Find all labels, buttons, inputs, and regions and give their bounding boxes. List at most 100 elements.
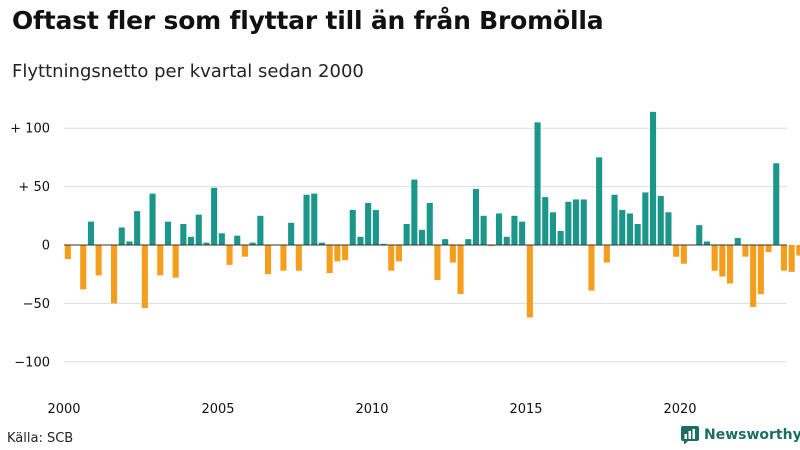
bar xyxy=(711,245,718,271)
bar xyxy=(611,194,618,245)
bar xyxy=(157,245,164,276)
bar xyxy=(326,245,333,274)
bar xyxy=(80,245,87,290)
bar xyxy=(126,241,133,245)
bar xyxy=(280,245,287,271)
x-tick-label: 2010 xyxy=(355,402,388,417)
bar xyxy=(696,225,703,245)
bar xyxy=(619,209,626,245)
y-axis-labels: + 100 + 50 0 −50 −100 xyxy=(10,122,50,371)
bar xyxy=(395,245,402,262)
bar xyxy=(665,212,672,245)
bar xyxy=(303,194,310,245)
bar xyxy=(195,214,202,245)
bar xyxy=(211,187,218,245)
bar xyxy=(118,227,125,245)
bar xyxy=(488,245,495,247)
bar xyxy=(64,245,71,260)
bar xyxy=(719,245,726,277)
bar xyxy=(411,179,418,245)
bar xyxy=(419,229,426,245)
bar xyxy=(365,202,372,245)
bar xyxy=(703,241,710,245)
bar xyxy=(257,215,264,245)
bar xyxy=(342,245,349,261)
bar xyxy=(265,245,272,275)
bar xyxy=(164,221,171,245)
brand-logo[interactable]: Newsworthy xyxy=(681,426,800,444)
bar xyxy=(349,209,356,245)
bar xyxy=(334,245,341,262)
bar xyxy=(134,211,141,245)
bar xyxy=(472,188,479,245)
bar xyxy=(511,215,518,245)
bar xyxy=(650,111,657,245)
bar xyxy=(542,197,549,245)
bar xyxy=(226,245,233,265)
bar xyxy=(642,192,649,245)
y-tick-label: −50 xyxy=(23,297,50,312)
x-tick-label: 2015 xyxy=(509,402,542,417)
bar xyxy=(241,245,248,257)
bar xyxy=(773,163,780,245)
bar xyxy=(149,193,156,245)
bar xyxy=(465,239,472,245)
y-tick-label: −100 xyxy=(14,355,50,370)
bar xyxy=(565,201,572,245)
bar xyxy=(780,245,787,271)
bar xyxy=(288,222,295,245)
bar xyxy=(87,221,94,245)
bar xyxy=(457,245,464,295)
chart-title: Oftast fler som flyttar till än från Bro… xyxy=(12,6,604,35)
bar xyxy=(426,202,433,245)
brand-name: Newsworthy xyxy=(704,427,800,443)
bar xyxy=(203,242,210,245)
bar xyxy=(788,245,795,272)
bar xyxy=(388,245,395,271)
bar xyxy=(442,239,449,245)
bar xyxy=(549,212,556,245)
y-tick-label: 0 xyxy=(42,239,50,254)
bar xyxy=(496,213,503,245)
bar xyxy=(311,193,318,245)
bar xyxy=(111,245,118,304)
bar xyxy=(588,245,595,291)
bar xyxy=(573,199,580,245)
bar xyxy=(680,245,687,264)
bar xyxy=(727,245,734,284)
bar xyxy=(626,213,633,245)
bar xyxy=(380,243,387,245)
bar xyxy=(188,236,195,245)
bar xyxy=(734,237,741,245)
bar xyxy=(218,233,225,245)
newsworthy-icon xyxy=(681,426,699,444)
x-axis-labels: 2000 2005 2010 2015 2020 xyxy=(47,402,696,417)
y-tick-label: + 50 xyxy=(18,180,50,195)
source-note: Källa: SCB xyxy=(7,431,74,446)
bar xyxy=(357,236,364,245)
bar xyxy=(534,122,541,245)
x-tick-label: 2020 xyxy=(663,402,696,417)
bar xyxy=(95,245,102,276)
bar xyxy=(519,221,526,245)
bar xyxy=(796,245,800,256)
bar xyxy=(295,245,302,271)
bar-chart: + 100 + 50 0 −50 −100 2000 2005 2010 2015 2020 xyxy=(10,111,800,417)
bar xyxy=(750,245,757,307)
bar xyxy=(403,223,410,245)
gridlines xyxy=(64,127,787,363)
bar xyxy=(434,245,441,281)
bar xyxy=(249,242,256,245)
bar xyxy=(526,245,533,318)
y-tick-label: + 100 xyxy=(10,122,50,137)
bar xyxy=(172,245,179,278)
bar xyxy=(141,245,148,309)
bar xyxy=(557,230,564,245)
bar xyxy=(480,215,487,245)
bar xyxy=(580,199,587,245)
bars xyxy=(64,111,800,318)
bar xyxy=(634,223,641,245)
bar xyxy=(757,245,764,295)
bar xyxy=(180,223,187,245)
bar xyxy=(503,236,510,245)
